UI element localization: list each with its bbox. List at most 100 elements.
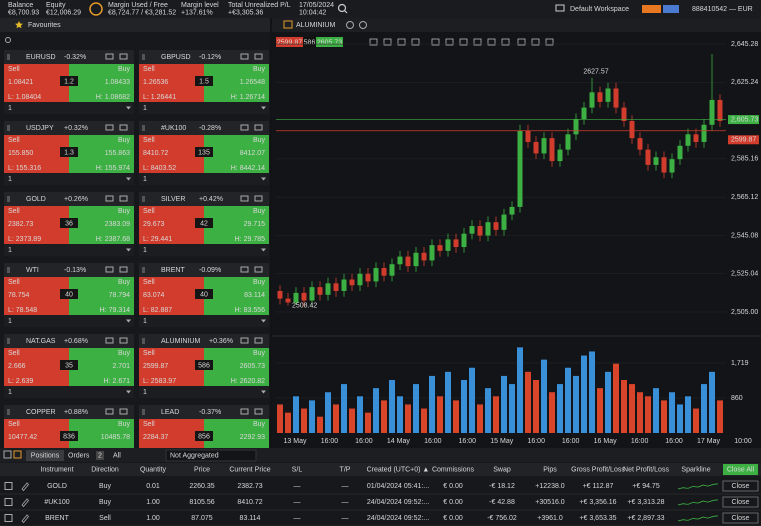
sell-button[interactable]	[139, 277, 204, 315]
icon[interactable]	[105, 124, 114, 131]
close[interactable]: Close	[732, 515, 750, 522]
icon[interactable]	[254, 266, 263, 273]
quantity-select[interactable]	[4, 244, 134, 256]
sell-button[interactable]	[139, 206, 204, 244]
buy-button[interactable]	[69, 277, 134, 315]
buy-button[interactable]	[69, 135, 134, 173]
icon[interactable]	[119, 53, 128, 60]
tab-active[interactable]	[26, 450, 64, 461]
aggregation-select[interactable]	[165, 449, 257, 462]
close[interactable]: Close	[732, 499, 750, 506]
icon[interactable]	[3, 450, 12, 459]
icon[interactable]	[254, 337, 263, 344]
icon[interactable]	[240, 408, 249, 415]
tool-icon[interactable]	[487, 38, 496, 46]
close[interactable]: Close	[732, 483, 750, 490]
icon[interactable]	[13, 450, 22, 459]
monitor-icon[interactable]	[555, 4, 565, 12]
close-all[interactable]: Close All	[727, 466, 755, 473]
buy-button[interactable]	[204, 277, 269, 315]
tool-icon[interactable]	[545, 38, 554, 46]
tool-icon[interactable]	[397, 38, 406, 46]
close-button[interactable]	[722, 496, 759, 508]
tool-icon[interactable]	[459, 38, 468, 46]
icon[interactable]	[240, 124, 249, 131]
quantity-select[interactable]	[139, 315, 269, 327]
icon[interactable]	[254, 124, 263, 131]
icon[interactable]	[105, 195, 114, 202]
icon[interactable]	[119, 337, 128, 344]
filter[interactable]: All	[113, 452, 121, 459]
tool-icon[interactable]	[501, 38, 510, 46]
sell-button[interactable]	[4, 206, 69, 244]
icon[interactable]	[359, 21, 367, 29]
sell-button[interactable]	[4, 64, 69, 102]
close-button[interactable]	[722, 480, 759, 492]
quantity-select[interactable]	[4, 173, 134, 185]
icon[interactable]	[240, 195, 249, 202]
quantity-select[interactable]	[139, 173, 269, 185]
low: L: 2.639	[8, 378, 33, 385]
icon[interactable]	[254, 53, 263, 60]
icon[interactable]	[254, 195, 263, 202]
quantity-select[interactable]	[139, 244, 269, 256]
quantity-select[interactable]	[4, 102, 134, 114]
icon[interactable]	[240, 337, 249, 344]
expand-icon[interactable]	[4, 482, 13, 490]
tool-icon[interactable]	[473, 38, 482, 46]
sell-button[interactable]	[4, 135, 69, 173]
tool-icon[interactable]	[445, 38, 454, 46]
quantity-select[interactable]	[139, 386, 269, 398]
icon[interactable]	[240, 266, 249, 273]
icon[interactable]	[119, 266, 128, 273]
tab[interactable]: Positions	[31, 452, 60, 459]
quantity-select[interactable]	[139, 102, 269, 114]
buy-button[interactable]	[204, 64, 269, 102]
icon[interactable]	[240, 53, 249, 60]
expand-icon[interactable]	[4, 514, 13, 522]
icon[interactable]	[105, 408, 114, 415]
sell-button[interactable]	[4, 277, 69, 315]
icon[interactable]	[346, 21, 354, 29]
icon[interactable]	[254, 408, 263, 415]
buy-button[interactable]	[69, 206, 134, 244]
icon[interactable]	[119, 124, 128, 131]
quantity-select[interactable]	[4, 315, 134, 327]
icon[interactable]	[119, 195, 128, 202]
quantity-select[interactable]	[4, 386, 134, 398]
buy-button[interactable]	[204, 135, 269, 173]
buy-price: 155.863	[105, 150, 130, 157]
sell-button[interactable]	[4, 348, 69, 386]
tool-icon[interactable]	[369, 38, 378, 46]
close-all-button[interactable]	[723, 464, 758, 475]
change: +0.32%	[64, 125, 88, 132]
expand-icon[interactable]	[4, 498, 13, 506]
x-tick-label: 15 May	[490, 438, 513, 445]
sell-button[interactable]	[139, 135, 204, 173]
chart-instrument[interactable]: ALUMINIUM	[296, 22, 335, 29]
tab[interactable]: Orders	[68, 452, 90, 459]
tool-icon[interactable]	[411, 38, 420, 46]
buy-button[interactable]	[204, 206, 269, 244]
cell: € 0.00	[443, 499, 463, 506]
cell: 87.075	[191, 515, 213, 522]
icon[interactable]	[105, 337, 114, 344]
buy-button[interactable]	[204, 348, 269, 386]
sell-button[interactable]	[139, 64, 204, 102]
tool-icon[interactable]	[517, 38, 526, 46]
search-icon[interactable]	[337, 3, 347, 13]
search-icon[interactable]	[5, 37, 11, 43]
tool-icon[interactable]	[531, 38, 540, 46]
icon[interactable]	[119, 408, 128, 415]
icon[interactable]	[105, 53, 114, 60]
sell-button[interactable]	[139, 348, 204, 386]
workspace[interactable]: Default Workspace	[570, 6, 629, 13]
close-button[interactable]	[722, 512, 759, 524]
buy-button[interactable]	[69, 64, 134, 102]
quantity: 1	[8, 318, 12, 325]
tool-icon[interactable]	[383, 38, 392, 46]
account[interactable]: 888410542 — EUR	[692, 6, 753, 13]
buy-button[interactable]	[69, 348, 134, 386]
icon[interactable]	[105, 266, 114, 273]
tool-icon[interactable]	[431, 38, 440, 46]
